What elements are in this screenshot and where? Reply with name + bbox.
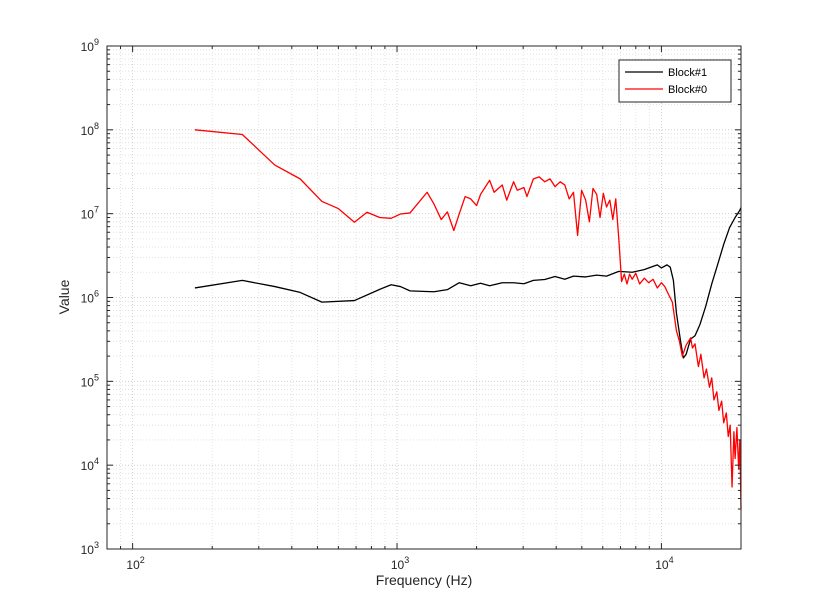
axis-ticks (106, 45, 742, 550)
series-layer (194, 129, 742, 510)
series-line-block-0 (194, 129, 742, 510)
y-tick-label: 106 (81, 289, 99, 306)
y-tick-label: 104 (81, 456, 99, 473)
y-tick-label: 103 (81, 540, 99, 557)
y-tick-label: 105 (81, 372, 99, 389)
legend-label: Block#1 (668, 67, 707, 79)
legend: Block#1 Block#0 (618, 59, 732, 103)
x-axis-label: Frequency (Hz) (376, 572, 472, 588)
y-tick-label: 108 (81, 121, 99, 138)
plot-area (107, 46, 741, 549)
x-tick-label: 102 (126, 555, 144, 572)
legend-label: Block#0 (668, 84, 707, 96)
y-tick-label: 109 (81, 37, 99, 54)
y-tick-labels: 103 104 105 106 107 108 109 (81, 37, 99, 557)
series-line-block-1 (194, 207, 742, 359)
x-tick-label: 104 (655, 555, 673, 572)
y-tick-label: 107 (81, 205, 99, 222)
x-tick-labels: 102 103 104 (126, 555, 673, 572)
x-tick-label: 103 (391, 555, 409, 572)
legend-box (618, 59, 732, 103)
grid-minor (106, 46, 742, 549)
y-axis-label: Value (56, 279, 72, 314)
